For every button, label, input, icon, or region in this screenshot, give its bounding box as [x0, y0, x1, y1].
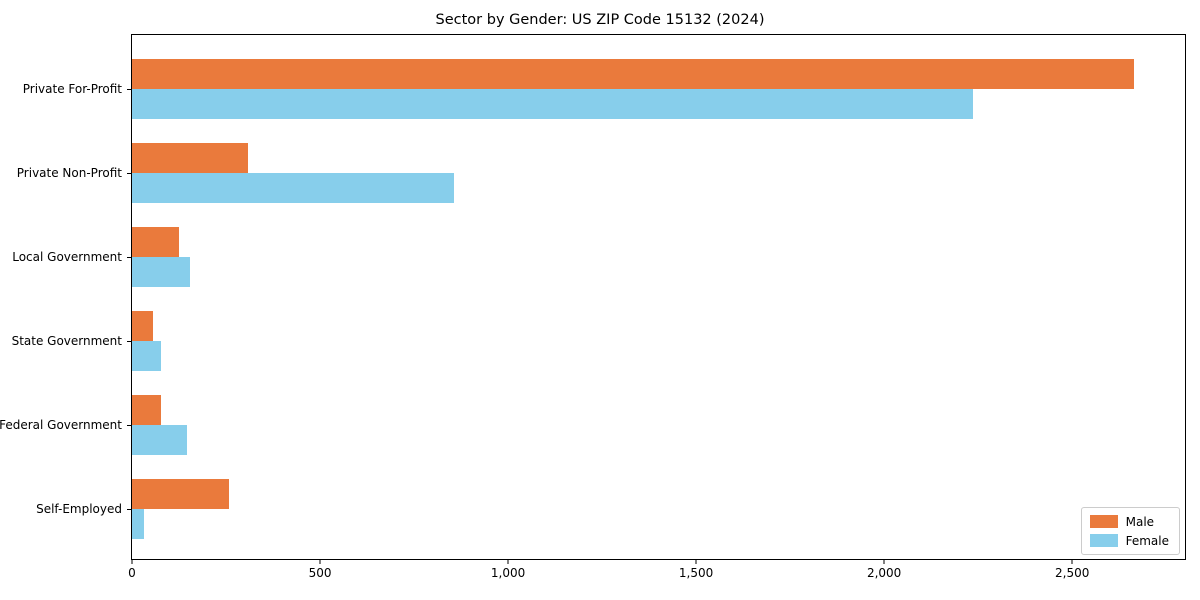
plot-area: Male Female Private For-Profit Private No…	[0, 34, 1186, 580]
legend-label-female: Female	[1125, 533, 1169, 548]
x-axis-tick-1500	[695, 559, 697, 564]
chart-title: Sector by Gender: US ZIP Code 15132 (202…	[435, 12, 765, 28]
x-axis-tick-label-1000: 1,000	[490, 566, 526, 580]
bar-self-employed-female	[132, 509, 145, 539]
legend: Male Female	[1080, 507, 1180, 555]
bar-local-government-female	[132, 257, 191, 287]
female-series-swatch	[1089, 534, 1118, 547]
bar-private-for-profit-male	[132, 59, 1135, 89]
male-series-swatch	[1089, 515, 1118, 528]
y-axis-tick-state-government	[127, 341, 132, 342]
y-axis-tick-private-non-profit	[127, 173, 132, 174]
y-axis-label-private-non-profit: Private Non-Profit	[16, 166, 122, 180]
bar-state-government-male	[132, 311, 154, 341]
bar-state-government-female	[132, 341, 161, 371]
x-axis-tick-label-2500: 2,500	[1054, 566, 1090, 580]
y-axis-label-federal-government: Federal Government	[0, 418, 122, 432]
bar-federal-government-female	[132, 425, 188, 455]
y-axis-label-private-for-profit: Private For-Profit	[22, 82, 122, 96]
y-axis-label-local-government: Local Government	[12, 250, 122, 264]
bar-self-employed-male	[132, 479, 229, 509]
y-axis-tick-federal-government	[127, 425, 132, 426]
y-axis-tick-self-employed	[127, 509, 132, 510]
y-axis-tick-private-for-profit	[127, 89, 132, 90]
x-axis-tick-500	[319, 559, 321, 564]
bar-federal-government-male	[132, 395, 162, 425]
legend-label-male: Male	[1125, 514, 1155, 529]
y-axis-label-self-employed: Self-Employed	[36, 502, 122, 516]
bar-local-government-male	[132, 227, 180, 257]
bar-private-non-profit-male	[132, 143, 248, 173]
x-axis-tick-label-1500: 1,500	[678, 566, 714, 580]
y-axis-tick-local-government	[127, 257, 132, 258]
bar-private-non-profit-female	[132, 173, 454, 203]
legend-item-female: Female	[1089, 533, 1169, 548]
x-axis-tick-1000	[507, 559, 509, 564]
x-axis-tick-label-500: 500	[308, 566, 332, 580]
y-axis-label-state-government: State Government	[11, 334, 122, 348]
x-axis-tick-2500	[1071, 559, 1073, 564]
x-axis-tick-label-0: 0	[128, 566, 136, 580]
legend-item-male: Male	[1089, 514, 1169, 529]
x-axis-tick-2000	[883, 559, 885, 564]
x-axis-tick-0	[131, 559, 133, 564]
bar-private-for-profit-female	[132, 89, 973, 119]
x-axis-tick-label-2000: 2,000	[866, 566, 902, 580]
